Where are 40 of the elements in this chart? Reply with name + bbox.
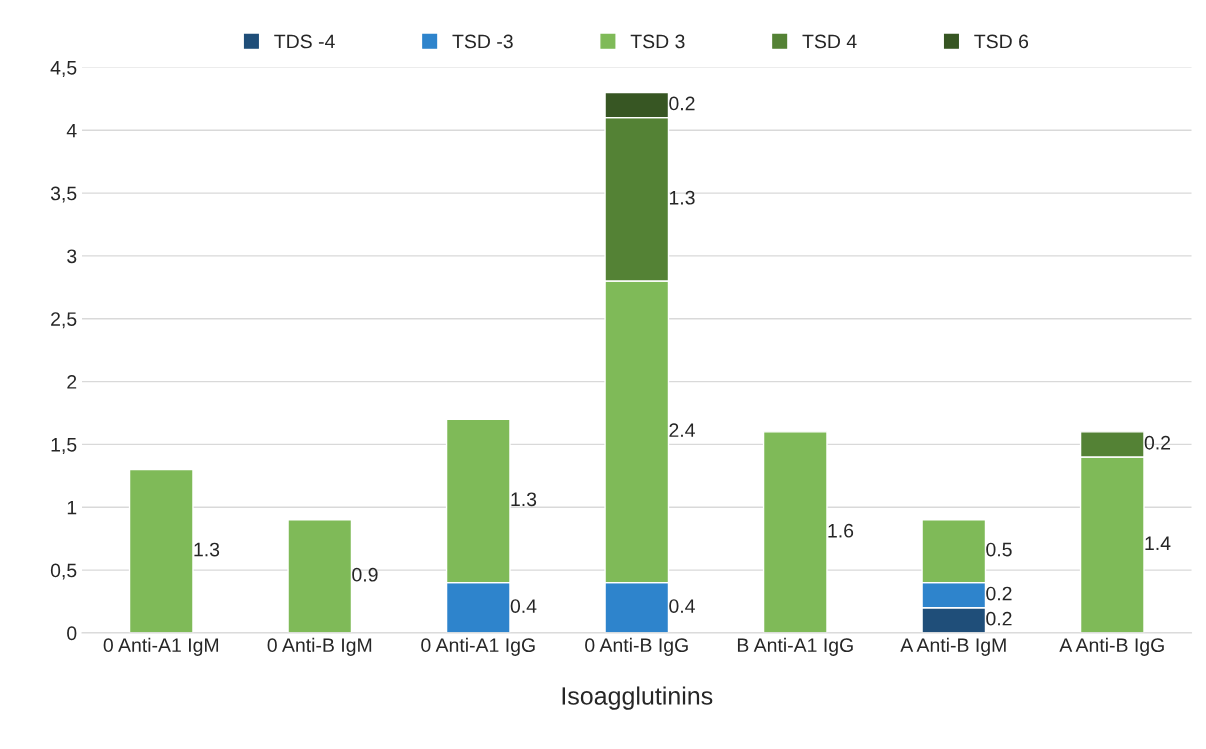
- data-label: 0.5: [986, 542, 1012, 557]
- y-tick-label: 3: [67, 249, 77, 264]
- legend-label: TSD 6: [974, 34, 1029, 49]
- data-label: 0.2: [669, 96, 695, 111]
- y-tick-label: 3,5: [50, 186, 77, 203]
- y-tick-label: 0,5: [50, 563, 77, 580]
- bar: [287, 519, 353, 633]
- data-label: 0.4: [510, 599, 537, 613]
- data-label: 1.4: [1145, 536, 1171, 550]
- x-tick-label: 0 Anti-B IgM: [267, 637, 372, 656]
- data-label: 0.2: [986, 586, 1012, 601]
- y-tick-label: 1: [67, 500, 77, 515]
- x-tick-label: A Anti-B IgG: [1059, 637, 1164, 656]
- data-label: 2.4: [669, 423, 695, 437]
- data-label: 0.2: [986, 611, 1012, 626]
- y-tick-label: 2: [67, 375, 77, 389]
- legend-label: TSD -3: [452, 34, 513, 49]
- bar: [762, 431, 828, 633]
- x-tick-label: 0 Anti-A1 IgM: [103, 637, 219, 656]
- legend-label: TDS -4: [274, 34, 335, 49]
- x-tick-label: B Anti-A1 IgG: [737, 637, 853, 656]
- data-label: 1.6: [828, 523, 854, 538]
- data-label: 0.9: [352, 567, 378, 582]
- x-axis-title: Isoagglutinins: [562, 686, 713, 710]
- x-tick-label: 0 Anti-B IgG: [585, 637, 688, 656]
- data-label: 1.3: [511, 492, 537, 507]
- legend-label: TSD 4: [802, 34, 857, 49]
- x-tick-label: 0 Anti-A1 IgG: [421, 637, 535, 656]
- data-label: 0.4: [669, 599, 695, 613]
- y-tick-label: 1,5: [51, 438, 77, 454]
- x-tick-label: A Anti-B IgM: [900, 637, 1006, 656]
- y-tick-label: 2,5: [51, 312, 77, 329]
- legend-label: TSD 3: [630, 34, 685, 49]
- data-label: 1.3: [194, 542, 220, 557]
- y-tick-label: 4,5: [50, 61, 77, 77]
- data-label: 1.3: [669, 190, 695, 205]
- y-tick-label: 4: [66, 123, 77, 138]
- bar: [128, 468, 194, 633]
- data-label: 0.2: [1144, 435, 1171, 450]
- y-tick-label: 0: [67, 626, 77, 641]
